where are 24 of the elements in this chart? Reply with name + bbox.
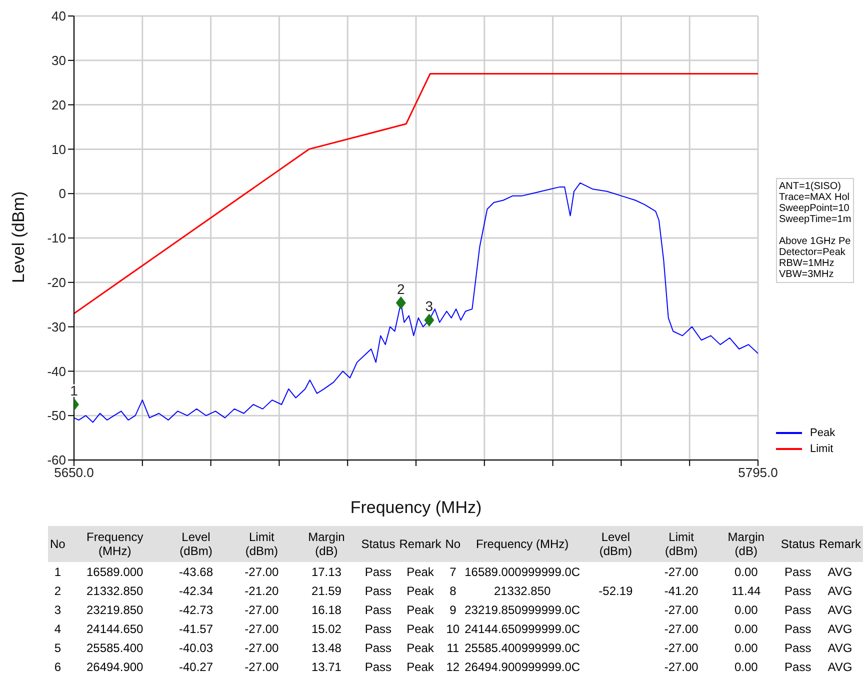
y-tick-label: 10 xyxy=(52,142,66,157)
y-tick-label: -20 xyxy=(47,275,66,290)
legend-label: Peak xyxy=(810,427,836,439)
annotation: 3 xyxy=(425,298,434,314)
line-series xyxy=(74,72,758,314)
y-tick-label: -30 xyxy=(47,319,66,334)
point xyxy=(396,296,406,310)
x-axis-title: Frequency (MHz) xyxy=(350,498,482,517)
text: ANT=1(SISO) Trace=MAX Hol SweepPoint=10 SweepTime=1m Above 1GHz Pe Detector=Peak RBW=1MHz VBW=3MHz xyxy=(776,178,854,283)
x-tick-label: 5650.0 xyxy=(54,465,94,480)
y-tick-label: 40 xyxy=(52,8,66,24)
legend-label: Limit xyxy=(810,443,834,455)
y-tick-label: -50 xyxy=(47,408,66,424)
y-axis-title: Level (dBm) xyxy=(9,191,28,283)
y-tick-label: -40 xyxy=(47,364,66,379)
y-tick-label: -10 xyxy=(47,230,66,246)
annotation: 2 xyxy=(397,280,406,297)
y-tick-label: 0 xyxy=(58,186,66,202)
y-tick-label: 20 xyxy=(52,97,66,112)
point xyxy=(424,314,434,327)
y-tick-label: -60 xyxy=(47,452,66,468)
table: No Frequency (MHz) Level (dBm) Limit (dBm) Margin (dB) Status Remark No Frequency (MHz) Level (dBm) Limit (dBm) Margin (dB) Status Remark 1 16589.000 -43.68 -27.00 17.13 Pass Peak 7 16589.000999999.0C -27.00 0.00 Pass AVG 2 21332.850 -42.34 -21.20 21.59 Pass Peak 8 21332.850 -52.19 -41.20 11.44 Pass AVG 3 23219.850 -42.73 -27.00 16.18 Pass Peak 9 23219.850999999.0C -27.00 0.00 Pass AVG 4 24144.650 -41.57 -27.00 15.02 Pass Peak 10 24144.650999999.0C -27.00 0.00 Pass AVG 5 25585.400 -40.03 -27.00 13.48 Pass Peak 11 25585.400999999.0C -27.00 0.00 Pass AVG 6 26494.900 -40.27 -27.00 13.71 Pass Peak 12 26494.900999999.0C -27.00 0.00 Pass AVG xyxy=(48,526,863,676)
y-tick-label: 30 xyxy=(52,53,66,68)
x-tick-label: 5795.0 xyxy=(738,465,778,480)
